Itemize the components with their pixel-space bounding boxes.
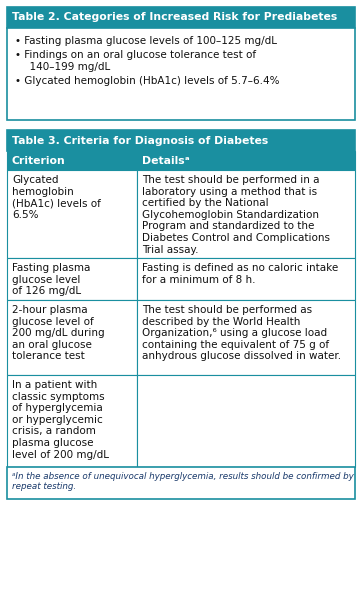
Bar [137, 300, 355, 375]
Text: • Findings on an oral glucose tolerance test of: • Findings on an oral glucose tolerance … [15, 50, 256, 60]
Bar [137, 170, 355, 258]
Text: The test should be performed in a
laboratory using a method that is
certified by: The test should be performed in a labora… [142, 175, 330, 255]
Bar [7, 467, 355, 499]
Bar [7, 375, 137, 467]
Text: Criterion: Criterion [12, 156, 66, 166]
Text: Glycated
hemoglobin
(HbA1c) levels of
6.5%: Glycated hemoglobin (HbA1c) levels of 6.… [12, 175, 101, 220]
Text: Table 3. Criteria for Diagnosis of Diabetes: Table 3. Criteria for Diagnosis of Diabe… [12, 136, 268, 145]
Bar [7, 130, 355, 151]
Bar [7, 258, 137, 300]
Bar [7, 170, 137, 258]
Text: Detailsᵃ: Detailsᵃ [142, 156, 190, 166]
Text: • Glycated hemoglobin (HbA1c) levels of 5.7–6.4%: • Glycated hemoglobin (HbA1c) levels of … [15, 76, 279, 86]
Bar [7, 7, 355, 28]
Text: Fasting plasma
glucose level
of 126 mg/dL: Fasting plasma glucose level of 126 mg/d… [12, 263, 90, 296]
Text: Fasting is defined as no caloric intake
for a minimum of 8 h.: Fasting is defined as no caloric intake … [142, 263, 338, 285]
Bar [7, 151, 137, 170]
Bar [137, 151, 355, 170]
Bar [7, 300, 137, 375]
Text: ᵃIn the absence of unequivocal hyperglycemia, results should be confirmed by
rep: ᵃIn the absence of unequivocal hyperglyc… [12, 472, 354, 491]
Text: 2-hour plasma
glucose level of
200 mg/dL during
an oral glucose
tolerance test: 2-hour plasma glucose level of 200 mg/dL… [12, 305, 105, 361]
Text: In a patient with
classic symptoms
of hyperglycemia
or hyperglycemic
crisis, a r: In a patient with classic symptoms of hy… [12, 380, 109, 459]
Bar [137, 375, 355, 467]
Bar [137, 258, 355, 300]
Text: 140–199 mg/dL: 140–199 mg/dL [23, 62, 110, 72]
Text: The test should be performed as
described by the World Health
Organization,⁶ usi: The test should be performed as describe… [142, 305, 341, 361]
Text: • Fasting plasma glucose levels of 100–125 mg/dL: • Fasting plasma glucose levels of 100–1… [15, 36, 277, 46]
Text: Table 2. Categories of Increased Risk for Prediabetes: Table 2. Categories of Increased Risk fo… [12, 12, 337, 23]
Bar [7, 28, 355, 120]
